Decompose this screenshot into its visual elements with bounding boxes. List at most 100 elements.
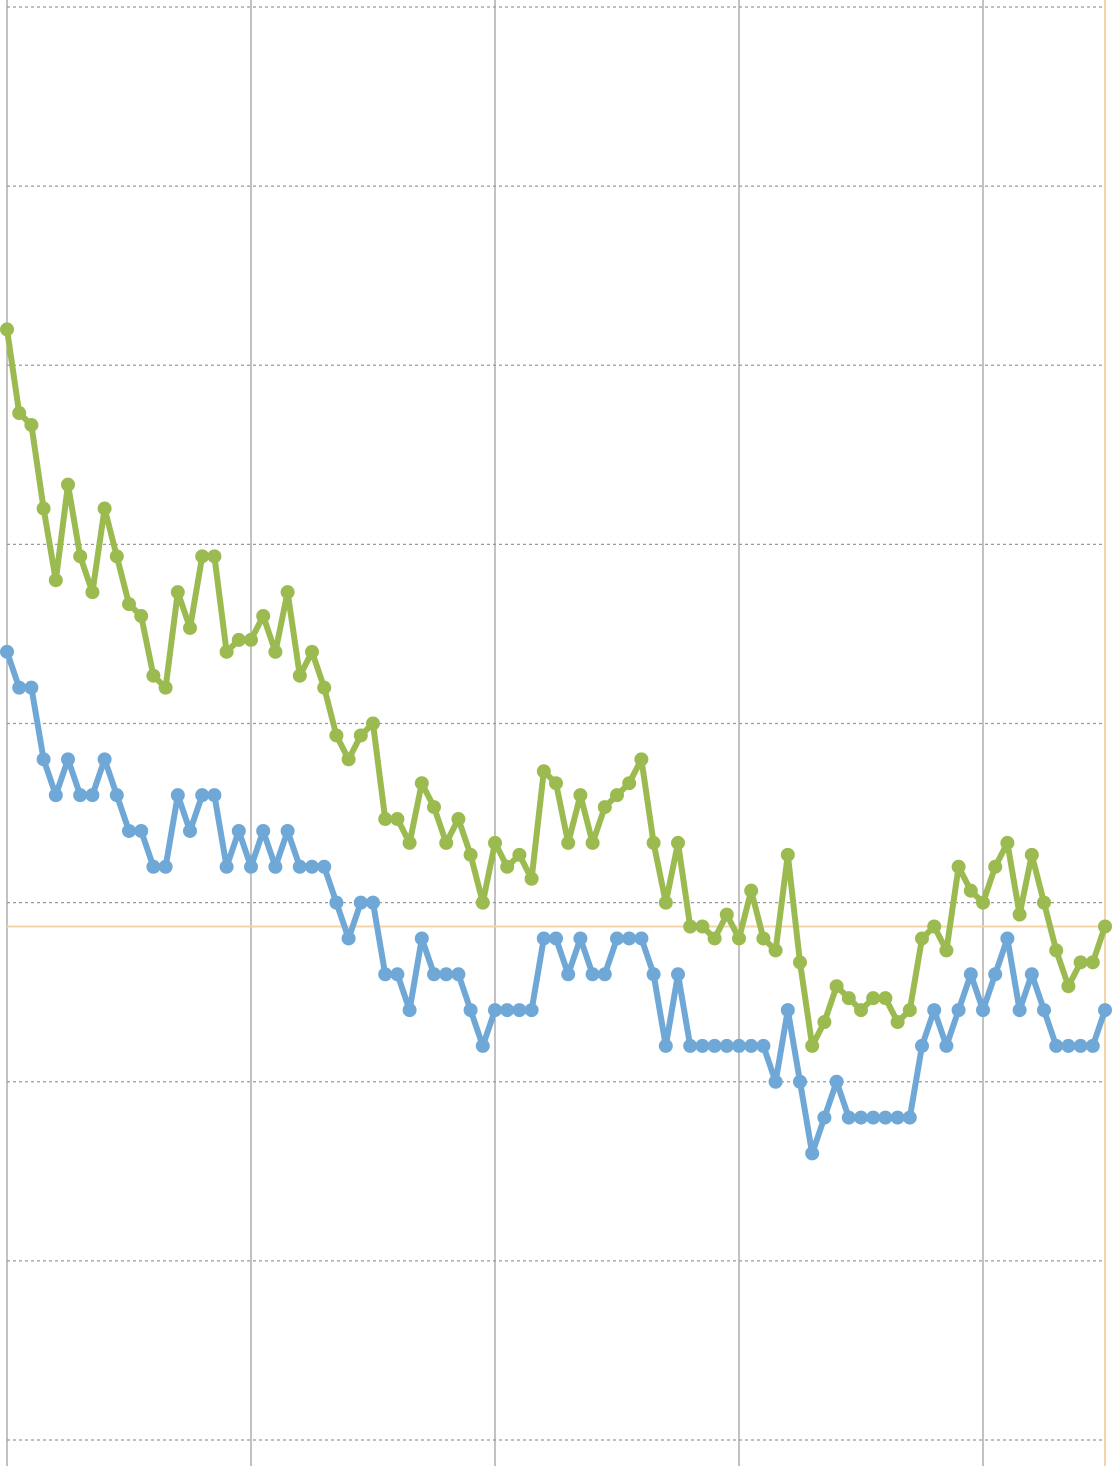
marker [634,931,649,946]
marker [1012,1003,1027,1018]
marker [866,991,881,1006]
marker [427,800,441,815]
marker [610,788,624,803]
marker [48,573,63,588]
marker [695,919,710,934]
marker [561,967,576,982]
marker [402,1003,417,1018]
marker [1061,979,1076,994]
marker [24,417,39,432]
marker [780,1003,795,1018]
marker [414,931,429,946]
marker [170,788,185,803]
marker [366,895,380,910]
marker [536,931,551,946]
marker [36,752,51,767]
marker [305,859,319,874]
marker [988,967,1003,982]
marker [122,597,136,612]
marker [256,823,271,838]
marker [585,967,600,982]
marker [73,549,88,564]
marker [219,644,234,659]
marker [280,823,295,838]
marker [890,1015,905,1030]
marker [207,549,222,564]
marker [939,1038,954,1053]
marker [292,668,307,683]
marker [268,859,283,874]
marker [902,1110,917,1125]
marker [439,835,454,850]
marker [1012,907,1027,922]
marker [878,1110,893,1125]
marker [1085,955,1100,970]
marker [732,931,746,946]
marker [817,1015,832,1030]
marker [512,1003,527,1018]
marker [512,847,527,862]
marker [1073,955,1088,970]
marker [549,931,563,946]
marker [744,883,759,898]
marker [488,835,502,850]
marker [85,585,100,600]
marker [12,406,27,421]
marker [841,991,856,1006]
marker [280,585,295,600]
marker [951,859,966,874]
marker [244,632,258,647]
marker [36,501,51,516]
marker [915,1038,929,1053]
marker [109,549,124,564]
marker [366,716,380,731]
marker [683,1038,698,1053]
marker [158,859,173,874]
marker [353,728,368,743]
marker [329,728,344,743]
marker [622,776,637,791]
marker [0,644,14,659]
marker [170,585,185,600]
marker [73,788,88,803]
marker [219,859,234,874]
marker [866,1110,881,1125]
marker [793,1074,807,1089]
marker [256,609,271,624]
marker [317,680,332,695]
marker [268,644,283,659]
marker [805,1146,820,1161]
marker [463,1003,478,1018]
marker [231,823,246,838]
marker [854,1003,868,1018]
marker [244,859,258,874]
marker [988,859,1003,874]
marker [963,967,978,982]
marker [146,668,161,683]
marker [671,835,685,850]
marker [658,1038,673,1053]
marker [683,919,698,934]
marker [695,1038,710,1053]
marker [475,1038,490,1053]
marker [183,823,197,838]
marker [524,1003,539,1018]
marker [97,501,112,516]
marker [61,752,75,767]
marker [329,895,344,910]
marker [1000,931,1015,946]
marker [854,1110,868,1125]
marker [1024,847,1039,862]
marker [671,967,685,982]
marker [402,835,417,850]
marker [707,931,722,946]
marker [305,644,319,659]
marker [768,1074,783,1089]
marker [1000,835,1015,850]
marker [744,1038,759,1053]
marker [427,967,441,982]
marker [1049,1038,1064,1053]
marker [634,752,649,767]
marker [524,871,539,886]
